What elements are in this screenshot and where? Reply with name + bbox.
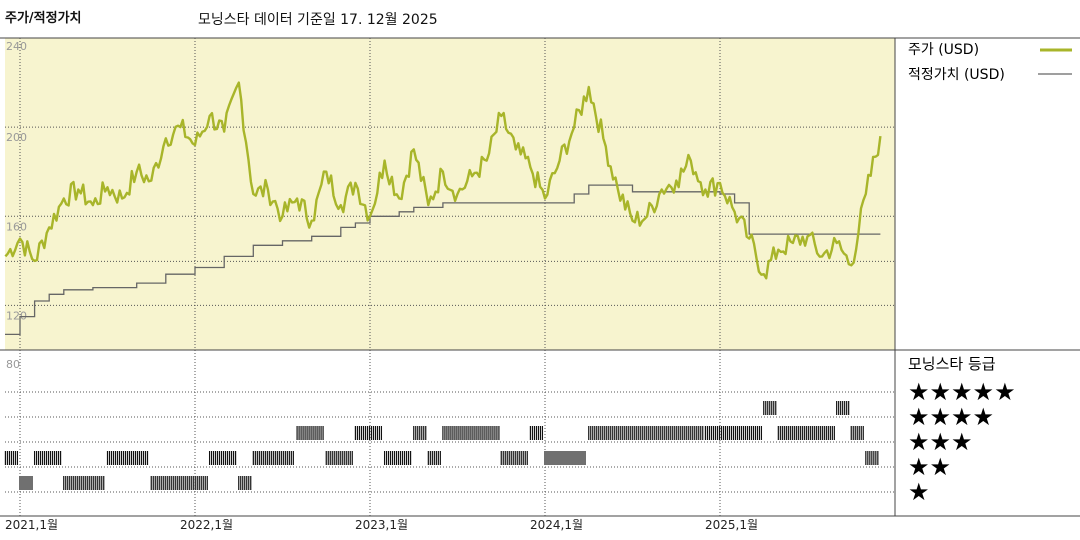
fair-value-series [5,184,881,336]
rating-segment [427,451,441,465]
price-plot-background [5,38,895,350]
price-line [4,81,882,280]
rating-segment [836,401,850,415]
rating-segment [865,451,879,465]
data-date-subtitle: 모닝스타 데이터 기준일 17. 12월 2025 [198,12,438,28]
rating-segment [500,451,528,465]
price-series [4,81,882,280]
rating-panel-title: 모닝스타 등급 [908,355,996,373]
x-axis-labels: 2021,1월 2022,1월 2023,1월 2024,1월 2025,1월 [5,518,758,532]
rating-level-1: ★ [908,478,930,506]
rating-segment [63,476,105,490]
rating-segment [252,451,294,465]
rating-segment [413,426,427,440]
rating-level-5: ★★★★★ [908,378,1016,406]
rating-segment [588,426,704,440]
y-tick-label: 200 [6,131,27,144]
rating-level-2: ★★ [908,453,951,481]
rating-segment [529,426,544,440]
y-axis-labels: 240 200 160 120 80 [6,40,27,371]
rating-segment [704,426,763,440]
x-tick-label: 2021,1월 [5,518,58,532]
rating-series [4,401,879,490]
rating-segment [238,476,252,490]
rating-segment [106,451,149,465]
rating-level-3: ★★★ [908,428,973,456]
rating-segment [296,426,324,440]
rating-segment [19,476,33,490]
legend-fair-label: 적정가치 (USD) [908,67,1005,83]
grid-lines [5,38,895,516]
chart-title: 주가/적정가치 [5,11,82,26]
x-tick-label: 2022,1월 [180,518,233,532]
legend-price-label: 주가 (USD) [908,42,979,58]
rating-segment [544,451,586,465]
rating-segment [383,451,412,465]
rating-segment [850,426,864,440]
rating-segment [150,476,208,490]
y-tick-label: 240 [6,40,27,53]
rating-level-4: ★★★★ [908,403,994,431]
y-tick-label: 160 [6,220,27,233]
rating-segment [777,426,835,440]
rating-segment [763,401,777,415]
x-tick-label: 2025,1월 [705,518,758,532]
rating-y-tick-label: 80 [6,358,20,371]
rating-segment [325,451,353,465]
rating-segment [33,451,62,465]
rating-segment [208,451,237,465]
x-tick-label: 2023,1월 [355,518,408,532]
rating-segment [354,426,383,440]
rating-segment [4,451,19,465]
rating-segment [442,426,500,440]
x-tick-label: 2024,1월 [530,518,583,532]
fair-value-line [5,184,881,336]
y-tick-label: 120 [6,309,27,322]
